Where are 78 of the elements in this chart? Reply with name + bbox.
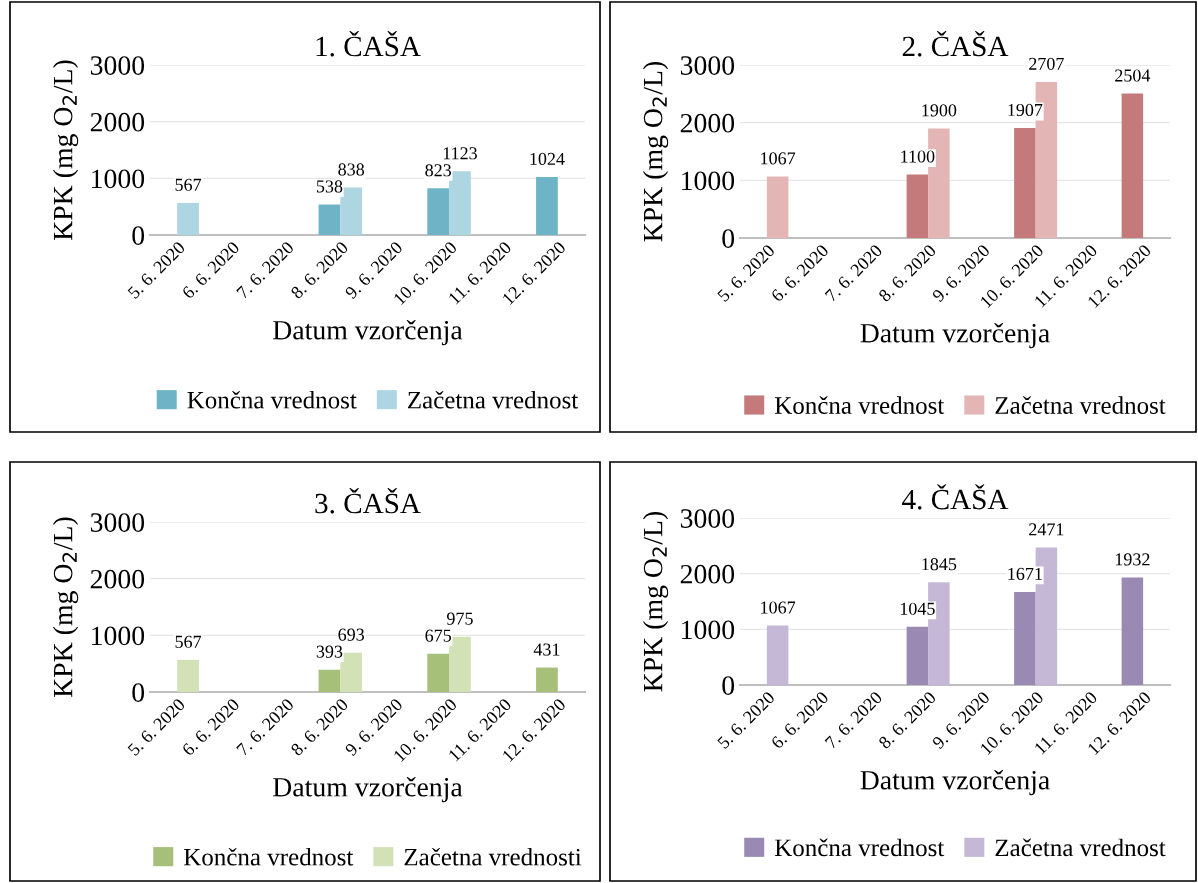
y-tick-label: 2000 <box>680 564 735 584</box>
data-label: 1845 <box>922 558 957 571</box>
data-label: 1932 <box>1115 553 1150 566</box>
data-label: 2504 <box>1115 69 1151 82</box>
y-tick-label: 2000 <box>90 112 145 132</box>
bar <box>906 174 929 238</box>
data-label: 567 <box>175 178 202 191</box>
bar <box>766 176 789 238</box>
y-tick-label: 3000 <box>680 56 735 75</box>
data-label: 1900 <box>922 104 957 117</box>
y-tick-label: 3000 <box>680 509 735 528</box>
bar <box>177 659 199 692</box>
data-label: 1100 <box>901 150 935 163</box>
bar <box>318 669 341 692</box>
data-label: 1067 <box>761 152 796 165</box>
y-tick-label: 1000 <box>682 620 735 640</box>
y-tick-label: 2000 <box>680 113 735 133</box>
data-label: 2707 <box>1029 57 1064 70</box>
bar <box>1121 93 1144 238</box>
legend-label: Končna vrednost <box>187 390 357 409</box>
data-label: 838 <box>338 163 365 176</box>
x-axis-title: Datum vzorčenja <box>860 323 1050 349</box>
data-label: 1067 <box>761 601 796 614</box>
data-label: 823 <box>425 164 452 177</box>
y-tick-label: 0 <box>722 676 735 695</box>
y-tick-label: 1000 <box>92 169 145 189</box>
x-axis-title: Datum vzorčenja <box>273 320 463 346</box>
data-label: 675 <box>425 629 452 642</box>
x-axis-title: Datum vzorčenja <box>273 777 463 803</box>
bar <box>177 202 199 235</box>
legend-label: Začetna vrednost <box>408 390 579 409</box>
chart-title: 4. ČAŠA <box>902 484 1009 510</box>
data-label: 1671 <box>1008 567 1042 580</box>
y-tick-label: 2000 <box>90 569 145 589</box>
bar <box>449 636 471 692</box>
bar <box>536 176 558 235</box>
y-tick-label: 0 <box>132 226 145 245</box>
x-axis-title: Datum vzorčenja <box>860 770 1050 796</box>
bar <box>766 625 789 685</box>
data-label: 393 <box>316 645 343 658</box>
bar <box>536 667 558 692</box>
data-label: 538 <box>316 180 343 193</box>
y-axis-title: KPK (mg O$_{2}$/L) <box>52 60 79 241</box>
chart-title: 1. ČAŠA <box>316 31 421 57</box>
bar <box>449 171 471 235</box>
legend-label: Končna vrednost <box>183 847 354 866</box>
legend-label: Končna vrednost <box>774 838 945 857</box>
y-tick-label: 3000 <box>90 513 145 532</box>
y-tick-label: 1000 <box>92 626 145 646</box>
y-tick-label: 0 <box>722 229 735 248</box>
bar <box>427 188 450 235</box>
legend-label: Začetna vrednost <box>995 396 1166 414</box>
data-label: 567 <box>175 635 202 648</box>
bar <box>1014 128 1036 238</box>
bar <box>318 204 341 235</box>
bar <box>427 653 450 692</box>
y-tick-label: 3000 <box>90 56 145 75</box>
y-tick-label: 0 <box>132 683 145 702</box>
bar <box>906 626 929 685</box>
bar <box>1121 577 1144 685</box>
data-label: 1907 <box>1008 103 1043 117</box>
y-axis-title: KPK (mg O$_{2}$/L) <box>52 517 79 698</box>
legend-label: Končna vrednost <box>774 396 945 414</box>
bar <box>1014 591 1036 685</box>
legend-label: Začetna vrednosti <box>404 847 582 866</box>
data-label: 1045 <box>900 602 935 615</box>
legend-label: Začetna vrednost <box>995 838 1166 857</box>
y-axis-title: KPK (mg O$_{2}$/L) <box>642 511 669 692</box>
data-label: 1123 <box>443 147 477 160</box>
chart-title: 2. ČAŠA <box>902 31 1009 57</box>
data-label: 1024 <box>530 152 565 165</box>
data-label: 431 <box>533 643 560 656</box>
y-tick-label: 1000 <box>682 171 735 191</box>
data-label: 693 <box>338 628 365 641</box>
chart-title: 3. ČAŠA <box>315 488 421 514</box>
y-axis-title: KPK (mg O$_{2}$/L) <box>642 61 669 242</box>
data-label: 975 <box>446 612 473 625</box>
data-label: 2471 <box>1029 523 1064 536</box>
